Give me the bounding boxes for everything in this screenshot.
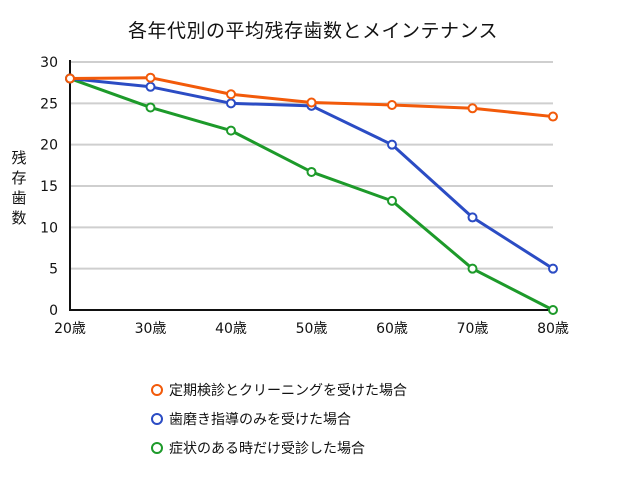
data-series — [65, 72, 558, 315]
x-axis-ticks: 20歳 30歳 40歳 50歳 60歳 70歳 80歳 — [54, 321, 569, 337]
x-tick-label: 30歳 — [135, 321, 167, 337]
y-axis-label-char: 数 — [11, 209, 27, 227]
data-point-marker — [467, 212, 478, 223]
data-point-marker — [145, 81, 156, 92]
data-point-marker — [65, 73, 75, 84]
data-point-marker — [387, 99, 397, 110]
x-tick-label: 60歳 — [376, 321, 408, 337]
series-line — [69, 77, 554, 312]
chart-title: 各年代別の平均残存歯数とメインテナンス — [127, 20, 499, 42]
y-axis-label-char: 存 — [11, 169, 27, 187]
legend-item: 症状のある時だけ受診した場合 — [151, 433, 407, 462]
x-tick-label: 50歳 — [296, 321, 328, 337]
data-point-marker — [467, 263, 478, 274]
circle-marker-icon — [151, 412, 163, 425]
y-tick-label: 25 — [40, 96, 58, 112]
gridlines — [70, 61, 553, 270]
x-tick-label: 40歳 — [215, 321, 247, 337]
x-tick-label: 80歳 — [537, 321, 569, 337]
x-tick-label: 70歳 — [457, 321, 489, 337]
y-tick-label: 15 — [40, 179, 58, 195]
legend-item: 定期検診とクリーニングを受けた場合 — [151, 375, 407, 404]
data-point-marker — [145, 72, 156, 83]
x-tick-label: 20歳 — [54, 321, 86, 337]
y-tick-label: 10 — [40, 220, 58, 236]
y-tick-label: 0 — [49, 303, 58, 319]
legend: 定期検診とクリーニングを受けた場合 歯磨き指導のみを受けた場合 症状のある時だけ… — [151, 375, 407, 462]
data-point-marker — [306, 166, 317, 177]
y-tick-label: 30 — [40, 55, 58, 71]
data-point-marker — [306, 97, 317, 108]
y-axis-label: 残 存 歯 数 — [9, 148, 29, 228]
y-axis-ticks: 0 5 10 15 20 25 30 — [40, 55, 58, 319]
data-point-marker — [226, 89, 236, 100]
data-point-marker — [548, 111, 558, 122]
line-chart: 0 5 10 15 20 25 30 20歳 30歳 40歳 50歳 60歳 70歳 80歳 — [40, 55, 569, 337]
data-point-marker — [226, 125, 236, 136]
y-tick-label: 5 — [49, 262, 58, 278]
data-point-marker — [548, 263, 558, 274]
legend-label: 症状のある時だけ受診した場合 — [169, 440, 365, 457]
data-point-marker — [387, 195, 397, 206]
data-point-marker — [145, 102, 156, 113]
data-point-marker — [467, 103, 478, 114]
legend-item: 歯磨き指導のみを受けた場合 — [151, 404, 407, 433]
circle-marker-icon — [151, 441, 163, 454]
data-point-marker — [226, 98, 236, 109]
legend-label: 定期検診とクリーニングを受けた場合 — [169, 382, 407, 399]
y-axis-label-char: 残 — [11, 149, 27, 167]
circle-marker-icon — [151, 383, 163, 396]
data-point-marker — [548, 305, 558, 315]
y-tick-label: 20 — [40, 138, 58, 154]
y-axis-label-char: 歯 — [11, 189, 27, 207]
legend-label: 歯磨き指導のみを受けた場合 — [169, 411, 351, 428]
data-point-marker — [387, 139, 397, 150]
